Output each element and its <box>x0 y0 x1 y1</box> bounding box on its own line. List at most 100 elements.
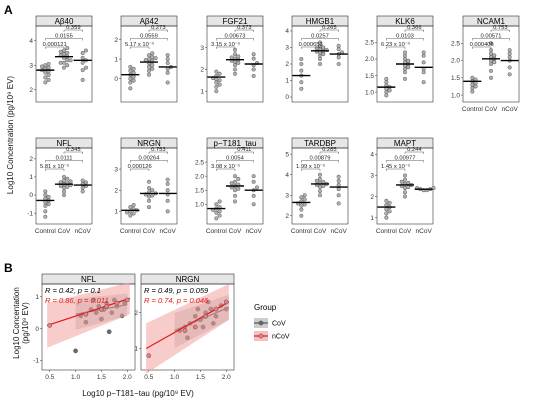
data-point <box>65 176 70 181</box>
data-point <box>299 213 304 218</box>
data-point <box>302 202 307 207</box>
x-tick-label: 1.5 <box>97 374 106 381</box>
pvalue-bracket <box>472 38 510 41</box>
data-point <box>236 54 241 59</box>
subplot-title: HMGB1 <box>306 17 335 26</box>
data-point <box>384 76 389 81</box>
data-point <box>406 185 411 190</box>
subplot-title: NRGN <box>176 275 200 284</box>
data-point <box>421 53 426 58</box>
subplot-9: TARDBP 2 3 4 5 Control CoV nCoV 1.99 x 10⁻⁵0.008… <box>285 137 349 235</box>
data-point <box>399 179 404 184</box>
data-point <box>254 185 259 190</box>
data-point <box>128 68 133 73</box>
data-point <box>131 78 136 83</box>
data-point <box>229 55 234 60</box>
subplot-title: FGF21 <box>223 17 248 26</box>
data-point <box>232 52 237 57</box>
pvalue-label: 0.345 <box>66 147 81 153</box>
data-point <box>65 63 70 68</box>
pvalue-bracket <box>216 46 236 49</box>
pvalue-label: 0.00673 <box>225 34 246 40</box>
subplot-frame <box>140 283 235 371</box>
data-point <box>421 70 426 75</box>
x-tick-label: CoV <box>485 106 498 113</box>
data-point <box>146 194 151 199</box>
data-point <box>165 181 170 186</box>
correlation-stat: R = 0.42, p = 0.1 <box>45 286 101 295</box>
data-point <box>214 202 219 207</box>
data-point <box>336 174 341 179</box>
data-point <box>403 173 408 178</box>
data-point <box>62 178 67 183</box>
data-point <box>165 70 170 75</box>
data-point <box>387 88 392 93</box>
data-point <box>387 209 392 214</box>
data-point <box>223 299 229 305</box>
data-point <box>318 193 323 198</box>
x-tick-label: nCoV <box>331 228 348 235</box>
data-point <box>403 190 408 195</box>
x-tick-label: CoV <box>143 228 156 235</box>
pvalue-label: 6.23 x 10⁻⁵ <box>381 41 411 48</box>
data-point <box>403 177 408 182</box>
data-point <box>80 77 85 82</box>
data-point <box>406 58 411 63</box>
data-point <box>46 194 51 199</box>
x-tick-label: nCoV <box>502 106 519 113</box>
data-point <box>384 207 389 212</box>
y-tick-label: 1 <box>114 56 118 63</box>
data-point <box>403 66 408 71</box>
subplot-frame <box>35 147 93 225</box>
data-point <box>80 55 85 60</box>
data-point <box>128 64 133 69</box>
y-tick-label: 3 <box>29 62 33 69</box>
data-point <box>251 193 256 198</box>
subplot-2: FGF21 1 2 3 3.15 x 10⁻⁵0.00673 0.373 <box>200 15 264 103</box>
data-point <box>73 348 78 354</box>
data-point <box>128 86 133 91</box>
data-point <box>318 57 323 62</box>
panel-a-label: A <box>4 3 13 17</box>
data-point <box>318 172 323 177</box>
pvalue-bracket <box>490 29 510 32</box>
x-tick-label: 0.5 <box>45 374 54 381</box>
data-point <box>489 68 494 73</box>
pvalue-label: 3.15 x 10⁻⁵ <box>211 41 241 48</box>
data-point <box>470 75 475 80</box>
subplot-frame <box>376 147 434 225</box>
data-point <box>62 185 67 190</box>
data-point <box>387 200 392 205</box>
data-point <box>336 182 341 187</box>
subplot-frame <box>376 25 434 103</box>
data-point <box>321 52 326 57</box>
pvalue-label: 1.45 x 10⁻⁵ <box>381 163 411 170</box>
y-tick-label: 2 <box>114 37 118 44</box>
data-point <box>232 199 237 204</box>
data-point <box>507 55 512 60</box>
y-tick-label: 3 <box>285 192 289 199</box>
subplot-title: NFL <box>56 139 72 148</box>
pvalue-label: 0.00977 <box>395 156 416 162</box>
data-point <box>299 57 304 62</box>
y-tick-label: 0 <box>29 192 33 199</box>
y-tick-label: 3 <box>114 166 118 173</box>
y-tick-label: 4 <box>29 38 33 45</box>
data-point <box>146 68 151 73</box>
y-tick-label: 1.0 <box>195 201 204 208</box>
data-point <box>314 178 319 183</box>
data-point <box>165 198 170 203</box>
subplot-frame <box>120 25 178 103</box>
x-tick-label: CoV <box>58 228 71 235</box>
y-tick-label: 4 <box>285 28 289 35</box>
y-tick-label: -1 <box>33 358 39 365</box>
data-point <box>489 41 494 46</box>
data-point <box>384 202 389 207</box>
data-point <box>251 73 256 78</box>
confidence-band <box>47 282 130 348</box>
data-point <box>80 189 85 194</box>
data-point <box>150 193 155 198</box>
pvalue-label: 0.0054 <box>226 156 245 162</box>
x-tick-label: Control <box>462 106 484 113</box>
data-point <box>80 60 85 65</box>
